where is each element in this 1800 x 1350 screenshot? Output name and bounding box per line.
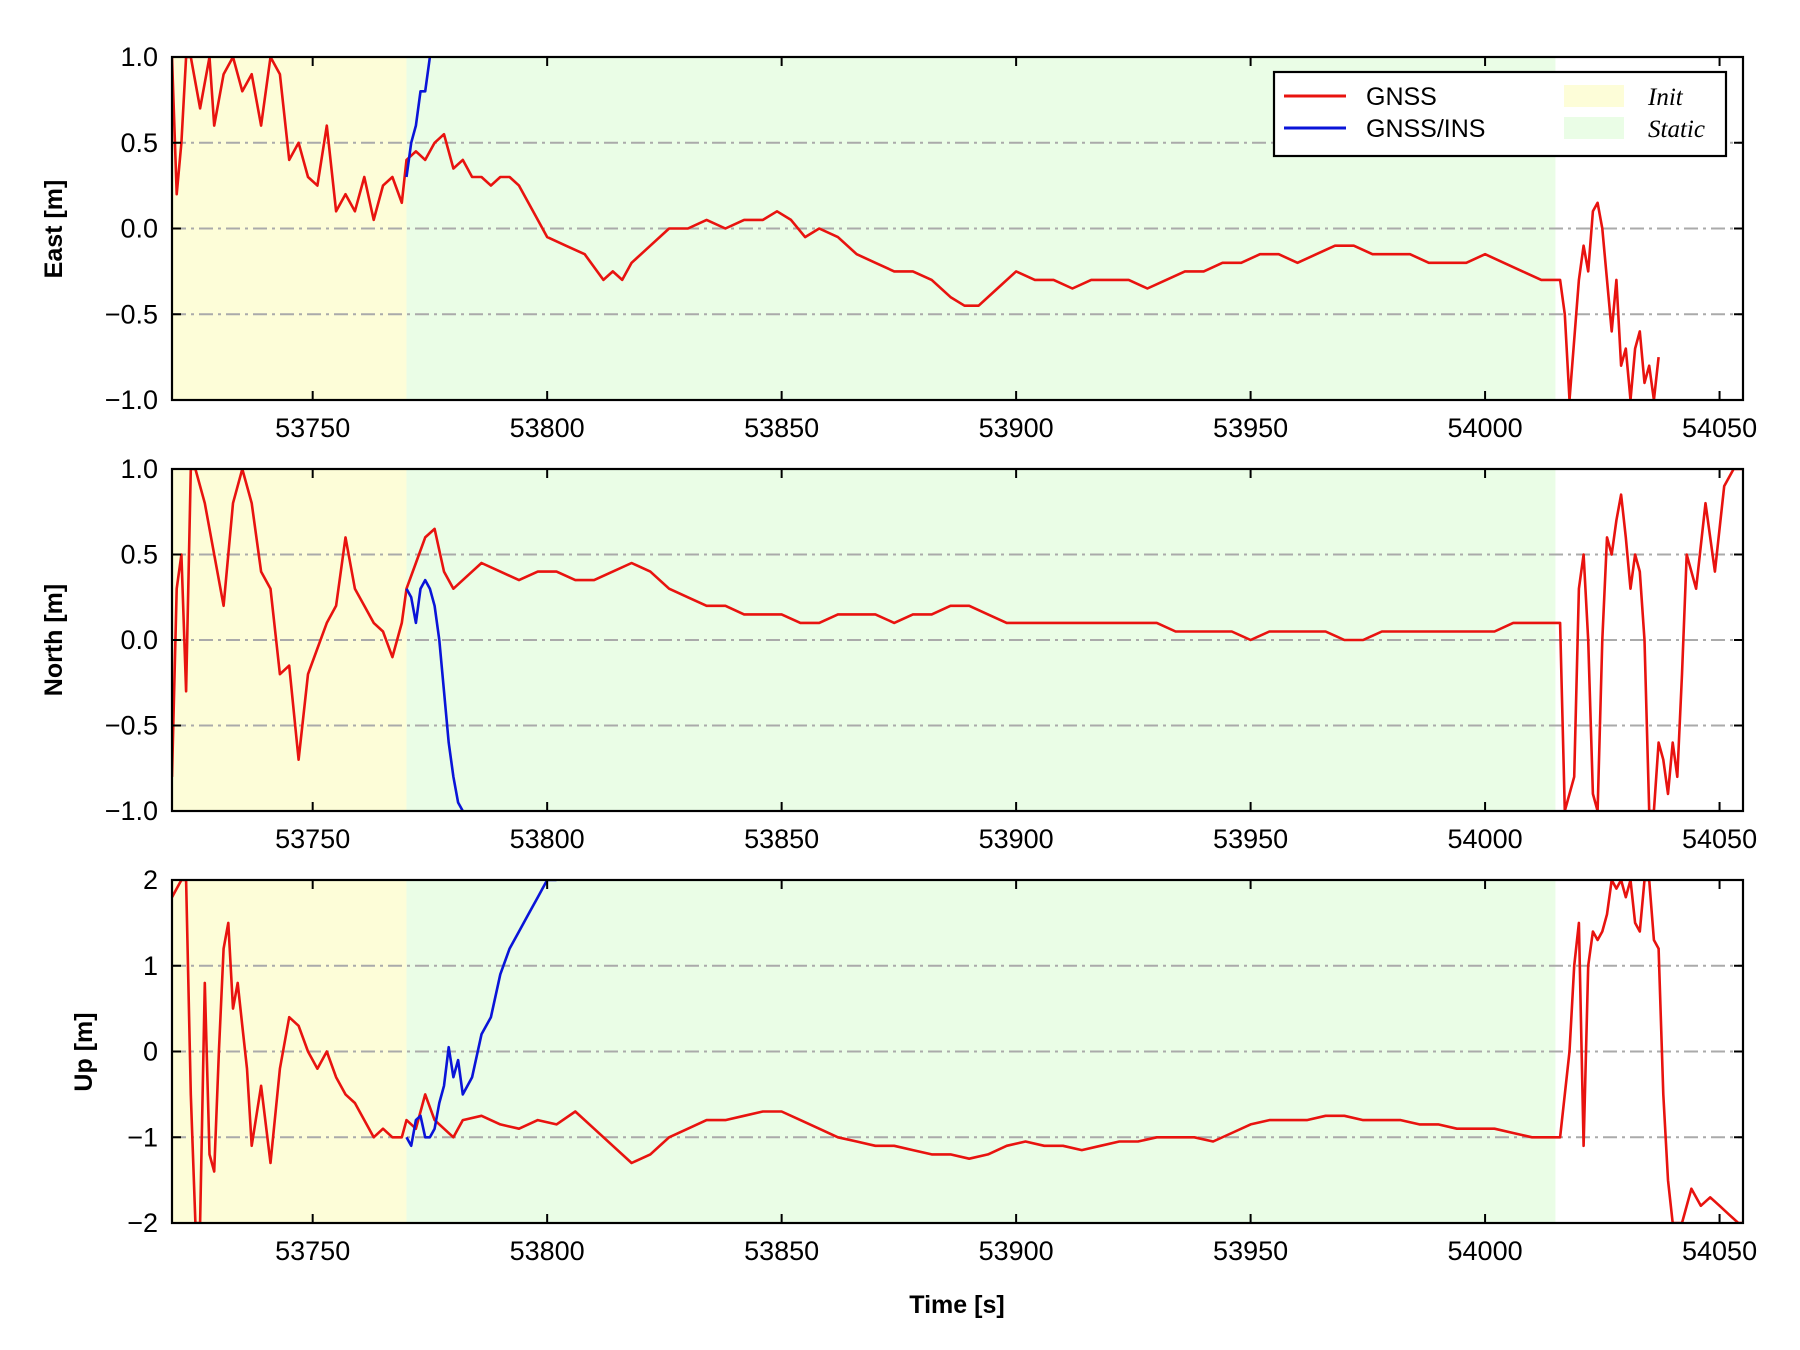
east-x-tick-label: 54000 [1448,413,1523,443]
legend-init-label: Init [1647,84,1684,111]
up-y-tick-label: 1 [143,951,158,981]
up-x-tick-label: 53750 [275,1236,350,1266]
north-y-tick-label: 0.5 [120,540,158,570]
legend: GNSS GNSS/INS Init Static [1272,70,1728,158]
east-x-tick-label: 53850 [744,413,819,443]
north-x-tick-label: 53900 [979,824,1054,854]
up-y-tick-label: 0 [143,1037,158,1067]
north-y-tick-label: −1.0 [105,796,158,826]
north-x-tick-label: 53950 [1213,824,1288,854]
north-y-tick-label: 1.0 [120,454,158,484]
east-x-tick-label: 53900 [979,413,1054,443]
north-x-tick-label: 53750 [275,824,350,854]
up-x-tick-label: 53850 [744,1236,819,1266]
up-x-tick-label: 53900 [979,1236,1054,1266]
north-x-tick-label: 54050 [1682,824,1757,854]
east-x-tick-label: 53950 [1213,413,1288,443]
north-x-tick-label: 54000 [1448,824,1523,854]
up-series-gnss-ins [405,880,557,1148]
up-series-gnss [172,880,1743,1223]
legend-box [1272,70,1728,158]
east-x-tick-label: 54050 [1682,413,1757,443]
north-y-tick-label: −0.5 [105,711,158,741]
legend-init-swatch [1564,85,1624,107]
east-x-tick-label: 53750 [275,413,350,443]
up-x-tick-label: 53800 [510,1236,585,1266]
legend-static-label: Static [1648,116,1705,143]
x-axis-title: Time [s] [909,1291,1004,1319]
north-series-gnss [172,469,1743,811]
legend-gnss-label: GNSS [1366,83,1437,111]
north-x-tick-label: 53800 [510,824,585,854]
up-y-axis-title: Up [m] [70,1012,98,1091]
up-y-tick-label: 2 [143,865,158,895]
east-series-gnss-ins [405,57,432,178]
east-y-tick-label: −0.5 [105,299,158,329]
up-x-tick-label: 54050 [1682,1236,1757,1266]
east-y-tick-label: 1.0 [120,42,158,72]
north-x-tick-label: 53850 [744,824,819,854]
north-y-tick-label: 0.0 [120,625,158,655]
east-y-axis-title: East [m] [40,180,68,279]
up-y-tick-label: −2 [127,1208,158,1238]
legend-gnss-ins-label: GNSS/INS [1366,115,1485,143]
up-y-tick-label: −1 [127,1122,158,1152]
east-y-tick-label: −1.0 [105,385,158,415]
north-panel: 53750 53800 53850 53900 53950 54000 54050 −1.0 −… [40,454,1757,854]
east-y-tick-label: 0.5 [120,128,158,158]
east-y-tick-label: 0.0 [120,214,158,244]
north-series-gnss-ins [405,578,464,811]
up-x-tick-label: 53950 [1213,1236,1288,1266]
east-x-tick-label: 53800 [510,413,585,443]
up-panel: 53750 53800 53850 53900 53950 54000 54050 −2 −1 0… [70,865,1757,1266]
north-y-axis-title: North [m] [40,584,68,696]
east-series-gnss [172,57,1660,400]
up-x-tick-label: 54000 [1448,1236,1523,1266]
legend-static-swatch [1564,117,1624,139]
